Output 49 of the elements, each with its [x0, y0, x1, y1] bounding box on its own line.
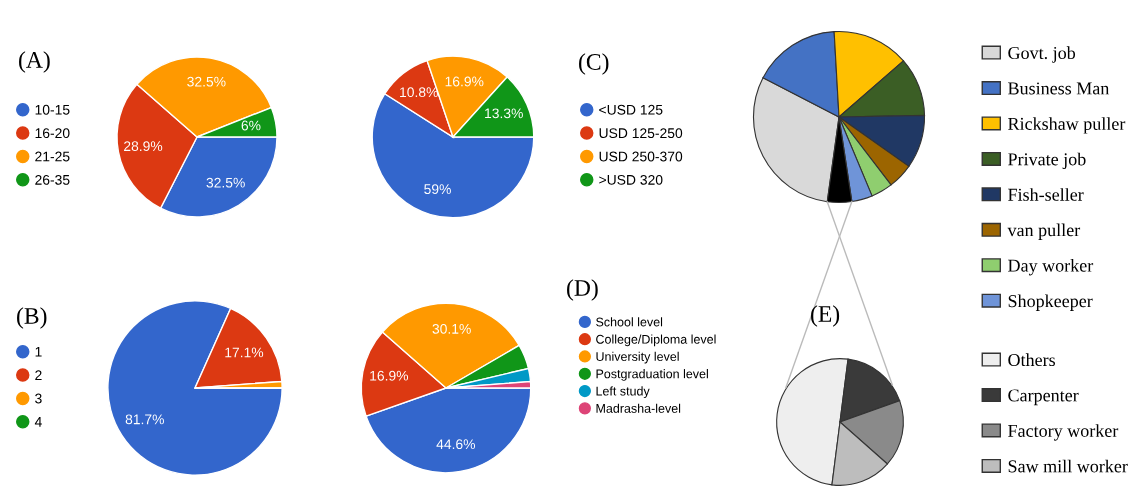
- legend-label: 2: [35, 370, 42, 380]
- legend-label: 26-35: [35, 174, 70, 185]
- legend-label: van puller: [1007, 223, 1081, 240]
- text: (E): [811, 305, 840, 327]
- data-label: 16.9%: [445, 76, 484, 87]
- data-label: 32.5%: [187, 76, 226, 87]
- legend-label: 16-20: [35, 128, 70, 139]
- chart-title: (B): [17, 307, 47, 329]
- data-label: 32.5%: [206, 177, 245, 188]
- legend-label: Carpenter: [1008, 389, 1079, 406]
- legend-label: Govt. job: [1008, 46, 1076, 63]
- data-label: 17.1%: [225, 347, 264, 358]
- legend-label: Madrasha-level: [596, 403, 681, 413]
- data-label: 10.8%: [400, 87, 438, 98]
- legend-label: <USD 125: [599, 104, 663, 115]
- legend-label: College/Diploma level: [596, 334, 716, 347]
- data-label: 28.9%: [124, 141, 163, 152]
- legend-label: 10-15: [35, 104, 70, 115]
- data-label: 13.3%: [485, 108, 523, 119]
- legend-label: Shopkeeper: [1008, 294, 1093, 311]
- legend-label: 3: [35, 393, 42, 404]
- legend-label: Private job: [1008, 152, 1086, 170]
- legend-label: >USD 320: [599, 174, 663, 185]
- legend-label: School level: [596, 317, 663, 327]
- chart-title: (C): [579, 53, 609, 75]
- legend-label: Saw mill worker: [1008, 459, 1128, 473]
- legend-label: Rickshaw puller: [1008, 117, 1126, 134]
- legend-label: Day worker: [1008, 259, 1094, 276]
- data-label: 81.7%: [125, 414, 164, 425]
- pie-slice: [107, 300, 283, 476]
- legend-label: 21-25: [35, 151, 70, 162]
- data-label: 16.9%: [370, 370, 409, 381]
- slice-label: 1: [35, 347, 42, 357]
- legend-label: Factory worker: [1008, 424, 1119, 441]
- legend-label: Others: [1008, 353, 1056, 367]
- legend-label: USD 250-370: [599, 151, 683, 162]
- legend-label: University level: [596, 351, 679, 364]
- legend-label: Business Man: [1008, 82, 1110, 95]
- data-label: 44.6%: [436, 439, 476, 450]
- legend-label: 4: [34, 417, 42, 427]
- legend-label: Fish-seller: [1008, 188, 1084, 201]
- data-label: 6%: [241, 120, 261, 131]
- data-label: 30.1%: [432, 323, 471, 334]
- legend-label: Left study: [596, 386, 650, 399]
- data-label: 59%: [424, 184, 451, 195]
- legend-label: USD 125-250: [599, 128, 683, 139]
- chart-title: (D): [567, 279, 598, 301]
- chart-title: (A): [19, 51, 50, 73]
- legend-label: Postgraduation level: [596, 369, 708, 381]
